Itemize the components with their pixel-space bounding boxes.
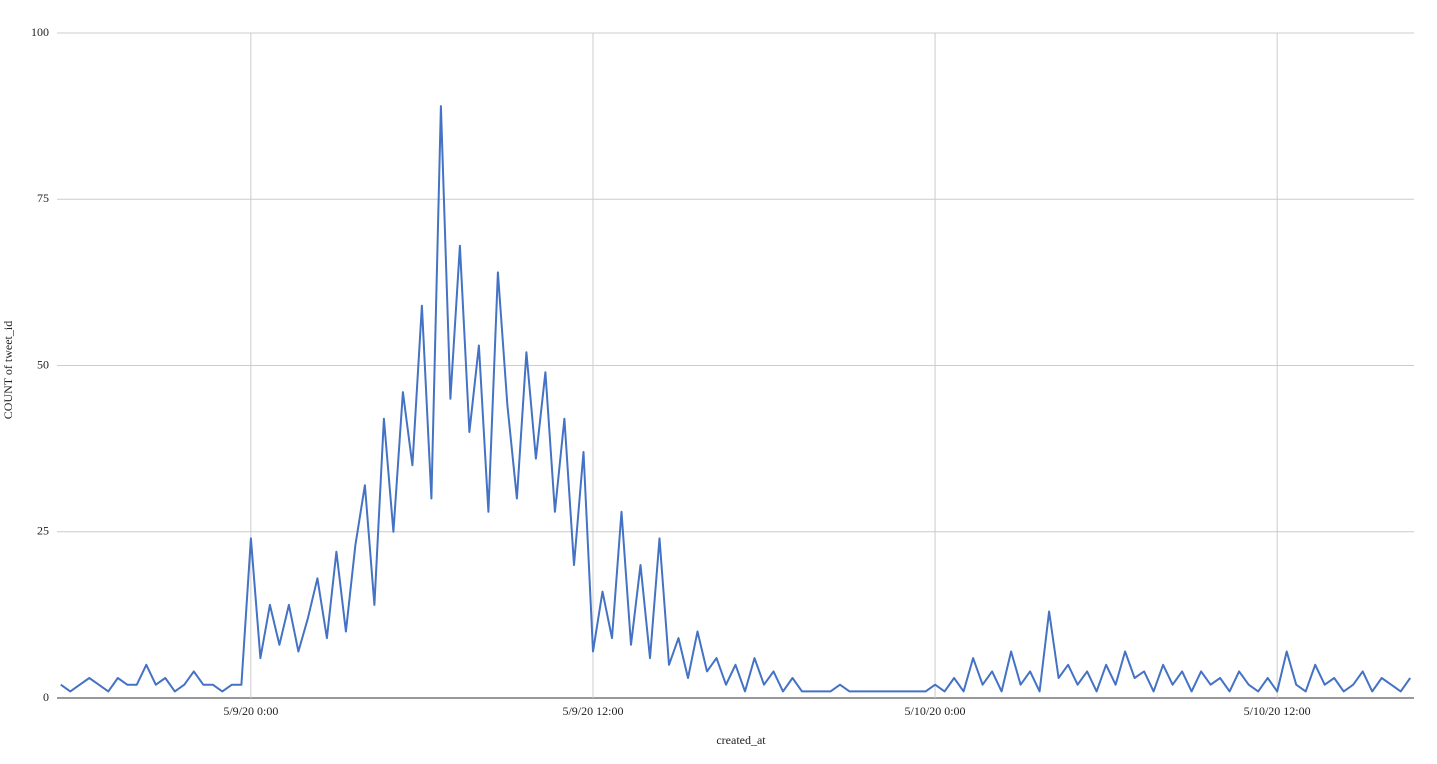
series-line: [60, 105, 1412, 693]
y-tick-label: 25: [37, 524, 49, 538]
y-tick-label: 75: [37, 191, 49, 205]
y-axis-label: COUNT of tweet_id: [1, 321, 15, 419]
y-tick-label: 0: [43, 690, 49, 704]
x-tick-label: 5/10/20 0:00: [905, 704, 966, 718]
x-tick-label: 5/9/20 12:00: [562, 704, 623, 718]
x-axis-label: created_at: [716, 733, 766, 747]
y-tick-label: 50: [37, 357, 49, 371]
x-tick-label: 5/9/20 0:00: [223, 704, 278, 718]
y-tick-label: 100: [31, 25, 49, 39]
x-tick-label: 5/10/20 12:00: [1244, 704, 1311, 718]
